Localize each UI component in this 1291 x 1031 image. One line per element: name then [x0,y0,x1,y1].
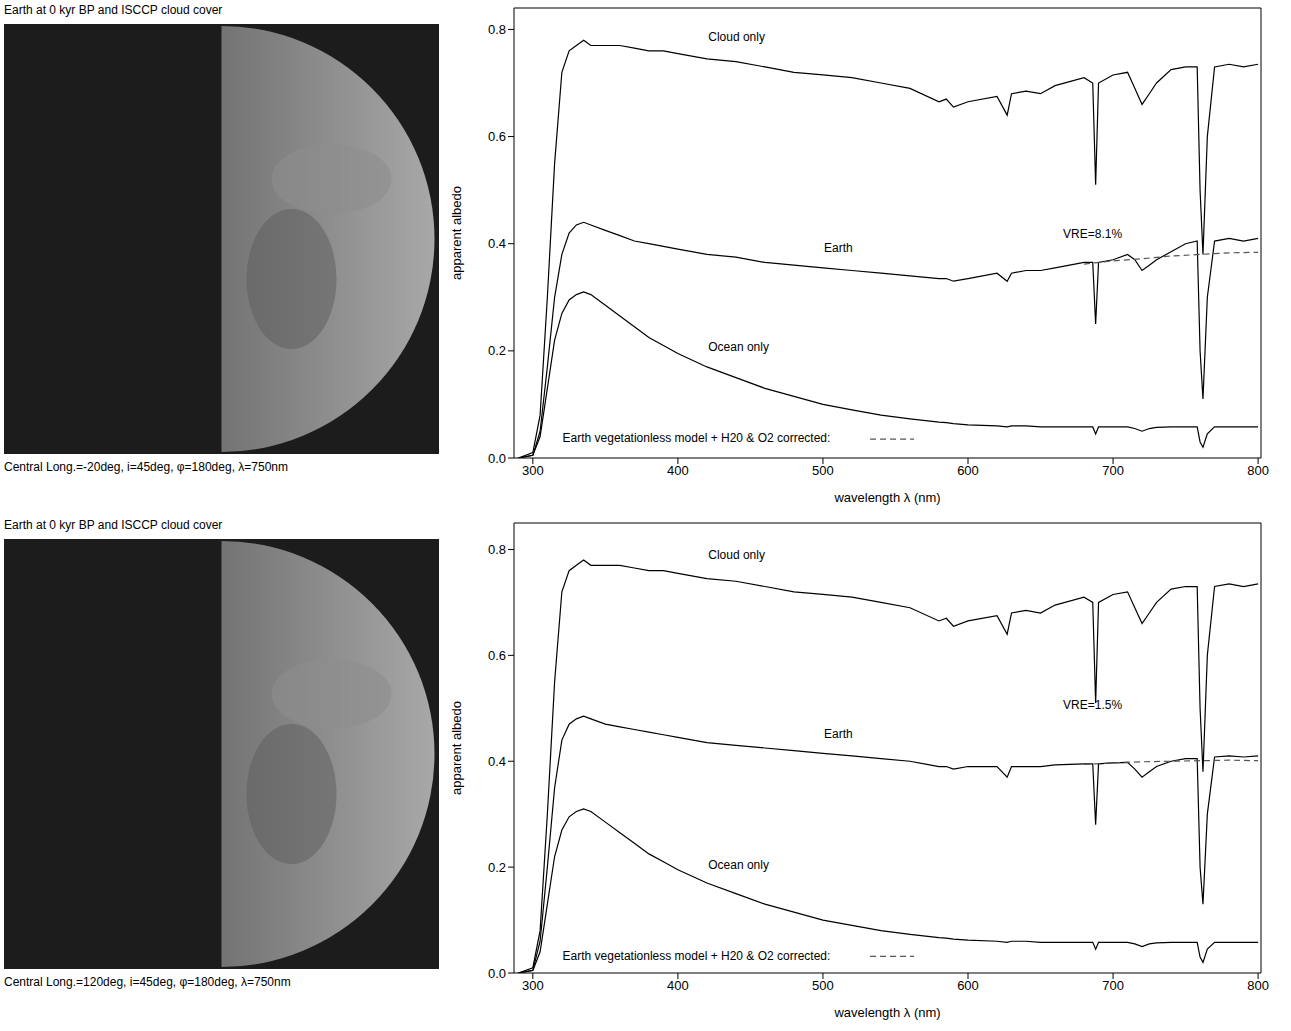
svg-text:apparent albedo: apparent albedo [449,701,464,795]
svg-text:apparent albedo: apparent albedo [449,186,464,280]
svg-text:0.6: 0.6 [488,129,506,144]
svg-text:0.6: 0.6 [488,648,506,663]
svg-text:400: 400 [667,978,689,993]
html-text:Earth at 0 kyr BP and ISCCP cl: Earth at 0 kyr BP and ISCCP cloud cover [4,518,223,532]
svg-text:0.0: 0.0 [488,966,506,981]
svg-text:0.2: 0.2 [488,860,506,875]
svg-text:600: 600 [957,978,979,993]
svg-text:600: 600 [957,463,979,478]
svg-text:300: 300 [522,978,544,993]
html-text:Earth at 0 kyr BP and ISCCP cl: Earth at 0 kyr BP and ISCCP cloud cover [4,3,223,17]
svg-text:VRE=8.1%: VRE=8.1% [1063,227,1122,241]
svg-text:500: 500 [812,978,834,993]
svg-text:Earth: Earth [824,727,853,741]
svg-text:400: 400 [667,463,689,478]
svg-text:800: 800 [1247,978,1269,993]
svg-text:0.2: 0.2 [488,343,506,358]
svg-text:wavelength λ (nm): wavelength λ (nm) [833,490,940,505]
svg-text:Ocean only: Ocean only [708,340,769,354]
svg-text:800: 800 [1247,463,1269,478]
svg-text:0.8: 0.8 [488,22,506,37]
html-text:Central Long.=-20deg, i=45deg,: Central Long.=-20deg, i=45deg, φ=180deg,… [4,460,288,474]
html-text:Central Long.=120deg, i=45deg,: Central Long.=120deg, i=45deg, φ=180deg,… [4,975,291,989]
svg-text:VRE=1.5%: VRE=1.5% [1063,698,1122,712]
svg-text:wavelength λ (nm): wavelength λ (nm) [833,1005,940,1020]
svg-text:0.4: 0.4 [488,754,506,769]
svg-text:700: 700 [1102,978,1124,993]
svg-text:Earth vegetationless model + H: Earth vegetationless model + H20 & O2 co… [563,949,831,963]
svg-text:Cloud only: Cloud only [708,30,765,44]
svg-text:300: 300 [522,463,544,478]
svg-text:Ocean only: Ocean only [708,858,769,872]
svg-text:Earth: Earth [824,241,853,255]
svg-text:0.0: 0.0 [488,451,506,466]
svg-text:0.8: 0.8 [488,542,506,557]
svg-text:Earth vegetationless model + H: Earth vegetationless model + H20 & O2 co… [563,431,831,445]
svg-text:Cloud only: Cloud only [708,548,765,562]
svg-text:0.4: 0.4 [488,236,506,251]
svg-text:500: 500 [812,463,834,478]
svg-text:700: 700 [1102,463,1124,478]
